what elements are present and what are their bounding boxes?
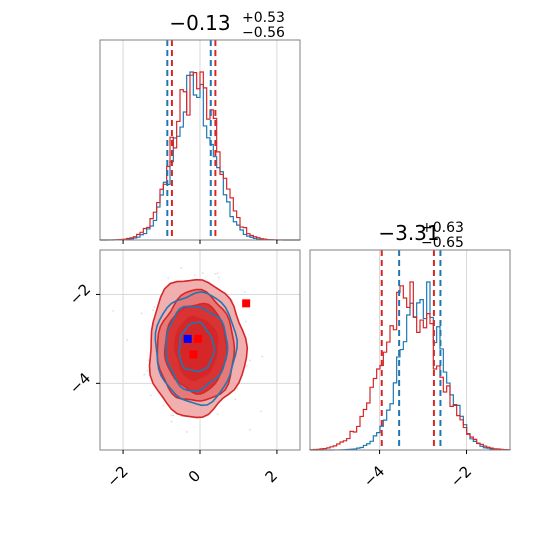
scatter-point [172,414,175,417]
panel-bottom-right-title: −3.31 [378,221,439,245]
scatter-point [147,359,150,361]
scatter-point [193,274,196,277]
scatter-point [162,404,165,407]
scatter-point [153,306,156,309]
scatter-point [140,312,143,315]
panel-top-left-quantile-lines [166,40,217,240]
blue-contour-level [178,321,216,373]
scatter-point [112,309,115,312]
panel-top-left-ticks [122,240,278,244]
panel-bottom-right-grid [379,250,468,450]
scatter-point [167,277,170,280]
panel-bottom-left-contours [148,278,249,419]
scatter-point [248,359,251,362]
scatter-point [180,266,183,269]
red-contour-level [173,315,219,382]
scatter-point [236,387,239,390]
scatter-point [261,355,264,358]
scatter-point [126,339,129,342]
marker-square [183,334,192,343]
title-main-value: −0.13 [169,11,230,35]
blue-contour-level [165,305,229,393]
panel-top-left-title: −0.13 [169,11,230,35]
marker-square [189,350,198,359]
panel-bottom-right-title-sub: −0.65 [421,235,464,251]
scatter-point [243,291,246,293]
blue-contour-level [154,291,239,407]
panel-bottom-left-markers [183,299,251,359]
panel-bottom-right-title-sup: +0.63 [421,220,464,236]
panel-bottom-right-quantile-lines [380,250,442,450]
marker-square [194,334,203,343]
scatter-point [170,414,173,417]
scatter-point [248,428,251,431]
scatter-point [214,272,217,275]
scatter-point [170,420,173,423]
histogram-red [309,281,511,451]
scatter-point [245,364,248,367]
panel-top-left-title-sup: +0.53 [242,10,285,26]
scatter-point [260,410,262,413]
marker-square [242,299,251,308]
scatter-point [149,394,152,397]
scatter-point [216,413,219,416]
panel-top-left-title-sub: −0.56 [242,25,285,41]
scatter-point [152,309,155,311]
histogram-red [99,71,301,241]
scatter-point [217,276,220,279]
scatter-point [143,373,146,376]
panel-top-left-histogram: −0.13 +0.53 −0.56 [99,10,301,244]
scatter-point [244,320,247,323]
scatter-point [186,431,188,433]
scatter-point [146,369,149,372]
title-main-value: −3.31 [378,221,439,245]
scatter-point [216,272,219,275]
scatter-point [201,272,204,274]
panel-bottom-right-frame [309,249,511,451]
scatter-point [234,398,237,401]
